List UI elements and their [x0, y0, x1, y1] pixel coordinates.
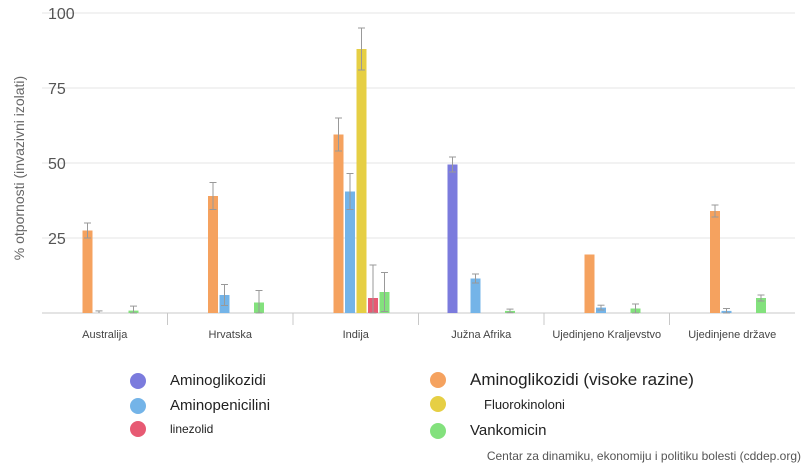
x-tick-label: Ujedinjeno Kraljevstvo — [552, 329, 661, 341]
bar — [447, 164, 458, 313]
bar — [82, 230, 93, 313]
x-tick-label: Australija — [82, 329, 128, 341]
x-tick-label: Indija — [343, 329, 370, 341]
bar — [333, 134, 344, 313]
y-tick-label: 25 — [48, 231, 66, 248]
y-tick-label: 50 — [48, 156, 66, 173]
bars-group — [82, 27, 766, 314]
grid-lines — [42, 12, 795, 314]
x-tick-label: Hrvatska — [209, 329, 253, 341]
bar — [584, 254, 595, 313]
y-axis-ticks: 25 50 75 100 — [48, 6, 75, 248]
bar — [345, 191, 355, 313]
x-tick-label: Ujedinjene države — [688, 329, 776, 341]
y-tick-label: 100 — [48, 6, 75, 23]
y-tick-label: 75 — [48, 81, 66, 98]
bar — [756, 298, 766, 313]
bar — [208, 196, 218, 313]
x-tick-label: Južna Afrika — [451, 329, 512, 341]
x-axis-categories: Australija Hrvatska Indija Južna Afrika Ujed… — [82, 313, 776, 341]
bar — [470, 278, 481, 313]
source-credit: Centar za dinamiku, ekonomiju i politiku… — [486, 449, 801, 463]
y-axis-label: % otpornosti (invazivni izolati) — [11, 76, 27, 260]
bar — [356, 49, 367, 313]
bar — [710, 211, 720, 313]
